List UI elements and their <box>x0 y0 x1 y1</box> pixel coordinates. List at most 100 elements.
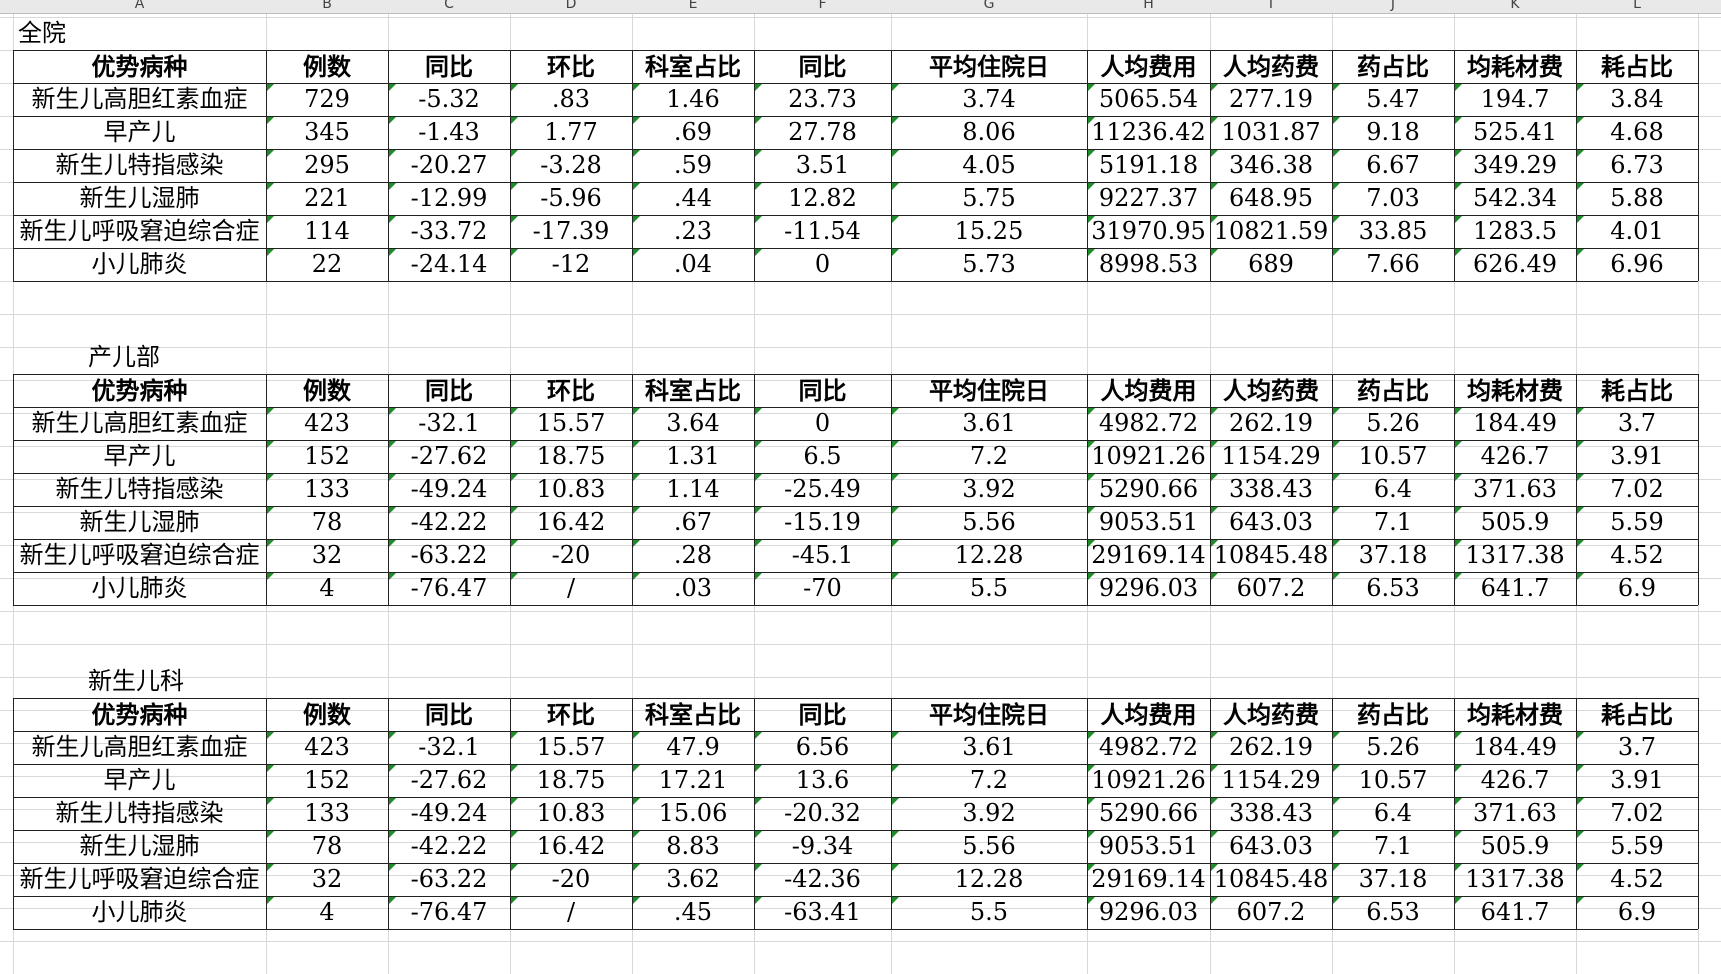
data-cell[interactable]: -20.27 <box>388 149 510 182</box>
data-cell[interactable]: 9053.51 <box>1087 506 1210 539</box>
data-cell[interactable]: 4 <box>266 572 388 605</box>
header-cell[interactable]: 同比 <box>425 376 473 405</box>
data-cell[interactable]: 641.7 <box>1454 572 1576 605</box>
data-cell[interactable]: -33.72 <box>388 215 510 248</box>
header-cell[interactable]: 药占比 <box>1357 376 1429 405</box>
disease-name-cell[interactable]: 新生儿呼吸窘迫综合症 <box>19 865 260 893</box>
data-cell[interactable]: 184.49 <box>1454 407 1576 440</box>
data-cell[interactable]: 17.21 <box>632 764 754 797</box>
data-cell[interactable]: .59 <box>632 149 754 182</box>
data-cell[interactable]: 6.9 <box>1576 896 1698 929</box>
data-cell[interactable]: 4.05 <box>891 149 1087 182</box>
data-cell[interactable]: 346.38 <box>1210 149 1332 182</box>
disease-name-cell[interactable]: 新生儿高胆红素血症 <box>31 409 248 437</box>
data-cell[interactable]: 8.83 <box>632 830 754 863</box>
header-cell[interactable]: 优势病种 <box>91 700 188 729</box>
section-title[interactable]: 新生儿科 <box>88 667 184 695</box>
data-cell[interactable]: 10921.26 <box>1087 440 1210 473</box>
header-cell[interactable]: 同比 <box>798 52 847 81</box>
data-cell[interactable]: 32 <box>266 863 388 896</box>
column-header-E[interactable]: E <box>688 0 698 12</box>
data-cell[interactable]: 16.42 <box>510 506 632 539</box>
data-cell[interactable]: 7.02 <box>1576 473 1698 506</box>
data-cell[interactable]: 5065.54 <box>1087 83 1210 116</box>
data-cell[interactable]: 12.82 <box>754 182 891 215</box>
data-cell[interactable]: -17.39 <box>510 215 632 248</box>
data-cell[interactable]: -76.47 <box>388 896 510 929</box>
data-cell[interactable]: -27.62 <box>388 764 510 797</box>
data-cell[interactable]: -15.19 <box>754 506 891 539</box>
disease-name-cell[interactable]: 新生儿特指感染 <box>55 151 224 179</box>
data-cell[interactable]: 15.57 <box>510 407 632 440</box>
data-cell[interactable]: 643.03 <box>1210 830 1332 863</box>
data-cell[interactable]: .04 <box>632 248 754 281</box>
data-cell[interactable]: 6.96 <box>1576 248 1698 281</box>
disease-name-cell[interactable]: 新生儿湿肺 <box>79 832 200 860</box>
data-cell[interactable]: 3.92 <box>891 797 1087 830</box>
data-cell[interactable]: / <box>510 896 632 929</box>
data-cell[interactable]: 607.2 <box>1210 896 1332 929</box>
data-cell[interactable]: .83 <box>510 83 632 116</box>
data-cell[interactable]: 7.66 <box>1332 248 1454 281</box>
data-cell[interactable]: -20 <box>510 539 632 572</box>
header-cell[interactable]: 人均费用 <box>1100 700 1197 729</box>
data-cell[interactable]: 10845.48 <box>1210 863 1332 896</box>
data-cell[interactable]: .69 <box>632 116 754 149</box>
data-cell[interactable]: 4982.72 <box>1087 407 1210 440</box>
header-cell[interactable]: 平均住院日 <box>929 52 1049 81</box>
data-cell[interactable]: .45 <box>632 896 754 929</box>
data-cell[interactable]: / <box>510 572 632 605</box>
data-cell[interactable]: 5.56 <box>891 506 1087 539</box>
data-cell[interactable]: -12.99 <box>388 182 510 215</box>
data-cell[interactable]: 0 <box>754 407 891 440</box>
data-cell[interactable]: 1.77 <box>510 116 632 149</box>
data-cell[interactable]: 5191.18 <box>1087 149 1210 182</box>
header-cell[interactable]: 均耗材费 <box>1467 376 1563 405</box>
data-cell[interactable]: 15.57 <box>510 731 632 764</box>
data-cell[interactable]: 152 <box>266 440 388 473</box>
header-cell[interactable]: 科室占比 <box>645 52 741 81</box>
data-cell[interactable]: 5290.66 <box>1087 797 1210 830</box>
data-cell[interactable]: 7.1 <box>1332 830 1454 863</box>
data-cell[interactable]: 9296.03 <box>1087 572 1210 605</box>
data-cell[interactable]: 5.47 <box>1332 83 1454 116</box>
data-cell[interactable]: 5.73 <box>891 248 1087 281</box>
data-cell[interactable]: 505.9 <box>1454 506 1576 539</box>
header-cell[interactable]: 人均药费 <box>1223 52 1319 81</box>
data-cell[interactable]: .23 <box>632 215 754 248</box>
data-cell[interactable]: 29169.14 <box>1087 863 1210 896</box>
data-cell[interactable]: 29169.14 <box>1087 539 1210 572</box>
column-header-F[interactable]: F <box>818 0 827 12</box>
data-cell[interactable]: 18.75 <box>510 440 632 473</box>
data-cell[interactable]: 0 <box>754 248 891 281</box>
data-cell[interactable]: 3.74 <box>891 83 1087 116</box>
data-cell[interactable]: -45.1 <box>754 539 891 572</box>
data-cell[interactable]: 23.73 <box>754 83 891 116</box>
data-cell[interactable]: 1317.38 <box>1454 539 1576 572</box>
data-cell[interactable]: -76.47 <box>388 572 510 605</box>
data-cell[interactable]: -1.43 <box>388 116 510 149</box>
data-cell[interactable]: 423 <box>266 407 388 440</box>
data-cell[interactable]: 5.26 <box>1332 407 1454 440</box>
data-cell[interactable]: .28 <box>632 539 754 572</box>
header-cell[interactable]: 科室占比 <box>645 700 741 729</box>
data-cell[interactable]: 5.59 <box>1576 830 1698 863</box>
header-cell[interactable]: 环比 <box>547 376 595 405</box>
disease-name-cell[interactable]: 新生儿高胆红素血症 <box>31 733 248 761</box>
data-cell[interactable]: 11236.42 <box>1087 116 1210 149</box>
data-cell[interactable]: 5.26 <box>1332 731 1454 764</box>
data-cell[interactable]: .44 <box>632 182 754 215</box>
data-cell[interactable]: 689 <box>1210 248 1332 281</box>
header-cell[interactable]: 平均住院日 <box>929 376 1049 405</box>
data-cell[interactable]: 349.29 <box>1454 149 1576 182</box>
data-cell[interactable]: 1.14 <box>632 473 754 506</box>
data-cell[interactable]: 10.57 <box>1332 440 1454 473</box>
data-cell[interactable]: 6.4 <box>1332 473 1454 506</box>
data-cell[interactable]: -63.22 <box>388 863 510 896</box>
data-cell[interactable]: -63.41 <box>754 896 891 929</box>
data-cell[interactable]: 221 <box>266 182 388 215</box>
data-cell[interactable]: 4.52 <box>1576 539 1698 572</box>
data-cell[interactable]: 423 <box>266 731 388 764</box>
column-header-A[interactable]: A <box>134 0 145 12</box>
